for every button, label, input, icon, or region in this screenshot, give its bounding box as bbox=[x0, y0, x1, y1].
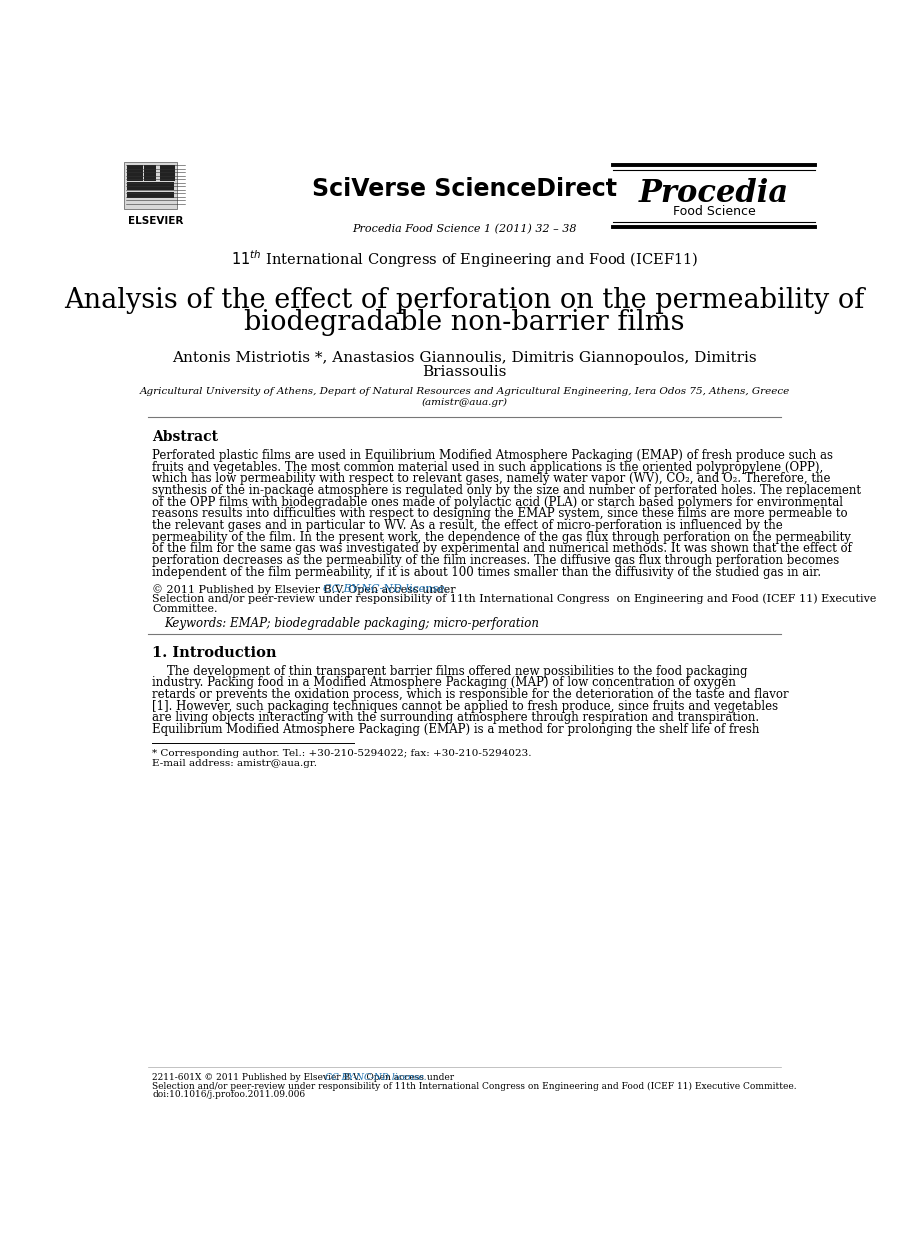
Text: ELSEVIER: ELSEVIER bbox=[128, 215, 184, 225]
Text: E-mail address: amistr@aua.gr.: E-mail address: amistr@aua.gr. bbox=[152, 759, 317, 768]
Bar bbox=[144, 166, 156, 181]
Text: 1. Introduction: 1. Introduction bbox=[152, 646, 277, 660]
Text: (amistr@aua.gr): (amistr@aua.gr) bbox=[422, 399, 507, 407]
Text: retards or prevents the oxidation process, which is responsible for the deterior: retards or prevents the oxidation proces… bbox=[152, 688, 789, 701]
Text: reasons results into difficulties with respect to designing the EMAP system, sin: reasons results into difficulties with r… bbox=[152, 508, 848, 520]
Text: are living objects interacting with the surrounding atmosphere through respirati: are living objects interacting with the … bbox=[152, 712, 759, 724]
Text: permeability of the film. In the present work, the dependence of the gas flux th: permeability of the film. In the present… bbox=[152, 531, 851, 543]
Text: of the film for the same gas was investigated by experimental and numerical meth: of the film for the same gas was investi… bbox=[152, 542, 852, 556]
Text: Equilibrium Modified Atmosphere Packaging (EMAP) is a method for prolonging the : Equilibrium Modified Atmosphere Packagin… bbox=[152, 723, 759, 737]
Text: $11^{th}$ International Congress of Engineering and Food (ICEF11): $11^{th}$ International Congress of Engi… bbox=[230, 249, 698, 270]
Text: doi:10.1016/j.profoo.2011.09.006: doi:10.1016/j.profoo.2011.09.006 bbox=[152, 1091, 306, 1099]
Text: perforation decreases as the permeability of the film increases. The diffusive g: perforation decreases as the permeabilit… bbox=[152, 555, 839, 567]
Text: * Corresponding author. Tel.: +30-210-5294022; fax: +30-210-5294023.: * Corresponding author. Tel.: +30-210-52… bbox=[152, 749, 532, 759]
Text: Committee.: Committee. bbox=[152, 604, 218, 614]
Text: Abstract: Abstract bbox=[152, 431, 218, 444]
Text: Agricultural University of Athens, Depart of Natural Resources and Agricultural : Agricultural University of Athens, Depar… bbox=[140, 387, 790, 396]
Bar bbox=[124, 162, 177, 209]
Text: fruits and vegetables. The most common material used in such applications is the: fruits and vegetables. The most common m… bbox=[152, 461, 824, 474]
Bar bbox=[127, 166, 142, 181]
Text: Selection and/or peer-review under responsibility of 11th International Congress: Selection and/or peer-review under respo… bbox=[152, 1082, 796, 1091]
Text: synthesis of the in-package atmosphere is regulated only by the size and number : synthesis of the in-package atmosphere i… bbox=[152, 484, 861, 496]
Text: Perforated plastic films are used in Equilibrium Modified Atmosphere Packaging (: Perforated plastic films are used in Equ… bbox=[152, 449, 834, 462]
Text: which has low permeability with respect to relevant gases, namely water vapor (W: which has low permeability with respect … bbox=[152, 472, 831, 485]
Text: Food Science: Food Science bbox=[673, 206, 756, 218]
Text: of the OPP films with biodegradable ones made of polylactic acid (PLA) or starch: of the OPP films with biodegradable ones… bbox=[152, 495, 844, 509]
Text: [1]. However, such packaging techniques cannot be applied to fresh produce, sinc: [1]. However, such packaging techniques … bbox=[152, 699, 778, 713]
Text: Selection and/or peer-review under responsibility of 11th International Congress: Selection and/or peer-review under respo… bbox=[152, 594, 876, 604]
Text: independent of the film permeability, if it is about 100 times smaller than the : independent of the film permeability, if… bbox=[152, 566, 821, 579]
Text: The development of thin transparent barrier films offered new possibilities to t: The development of thin transparent barr… bbox=[152, 665, 747, 677]
Text: CC BY-NC-ND license.: CC BY-NC-ND license. bbox=[324, 584, 449, 594]
Text: industry. Packing food in a Modified Atmosphere Packaging (MAP) of low concentra: industry. Packing food in a Modified Atm… bbox=[152, 676, 736, 690]
Bar bbox=[127, 182, 174, 191]
Text: Procedia: Procedia bbox=[639, 178, 789, 209]
Text: Procedia Food Science 1 (2011) 32 – 38: Procedia Food Science 1 (2011) 32 – 38 bbox=[352, 224, 577, 234]
Text: Antonis Mistriotis *, Anastasios Giannoulis, Dimitris Giannopoulos, Dimitris: Antonis Mistriotis *, Anastasios Giannou… bbox=[172, 352, 756, 365]
Text: CC BY-NC-ND license.: CC BY-NC-ND license. bbox=[326, 1073, 427, 1082]
Text: the relevant gases and in particular to WV. As a result, the effect of micro-per: the relevant gases and in particular to … bbox=[152, 519, 783, 532]
Text: Briassoulis: Briassoulis bbox=[423, 365, 507, 379]
Text: biodegradable non-barrier films: biodegradable non-barrier films bbox=[244, 310, 685, 335]
Bar bbox=[127, 192, 174, 198]
Text: 2211-601X © 2011 Published by Elsevier B.V.  Open access under: 2211-601X © 2011 Published by Elsevier B… bbox=[152, 1073, 457, 1082]
Text: Keywords: EMAP; biodegradable packaging; micro-perforation: Keywords: EMAP; biodegradable packaging;… bbox=[164, 617, 539, 630]
Text: © 2011 Published by Elsevier B.V. Open access under: © 2011 Published by Elsevier B.V. Open a… bbox=[152, 584, 459, 594]
Bar bbox=[160, 166, 175, 181]
Text: SciVerse ScienceDirect: SciVerse ScienceDirect bbox=[312, 177, 617, 201]
Text: Analysis of the effect of perforation on the permeability of: Analysis of the effect of perforation on… bbox=[64, 287, 864, 313]
